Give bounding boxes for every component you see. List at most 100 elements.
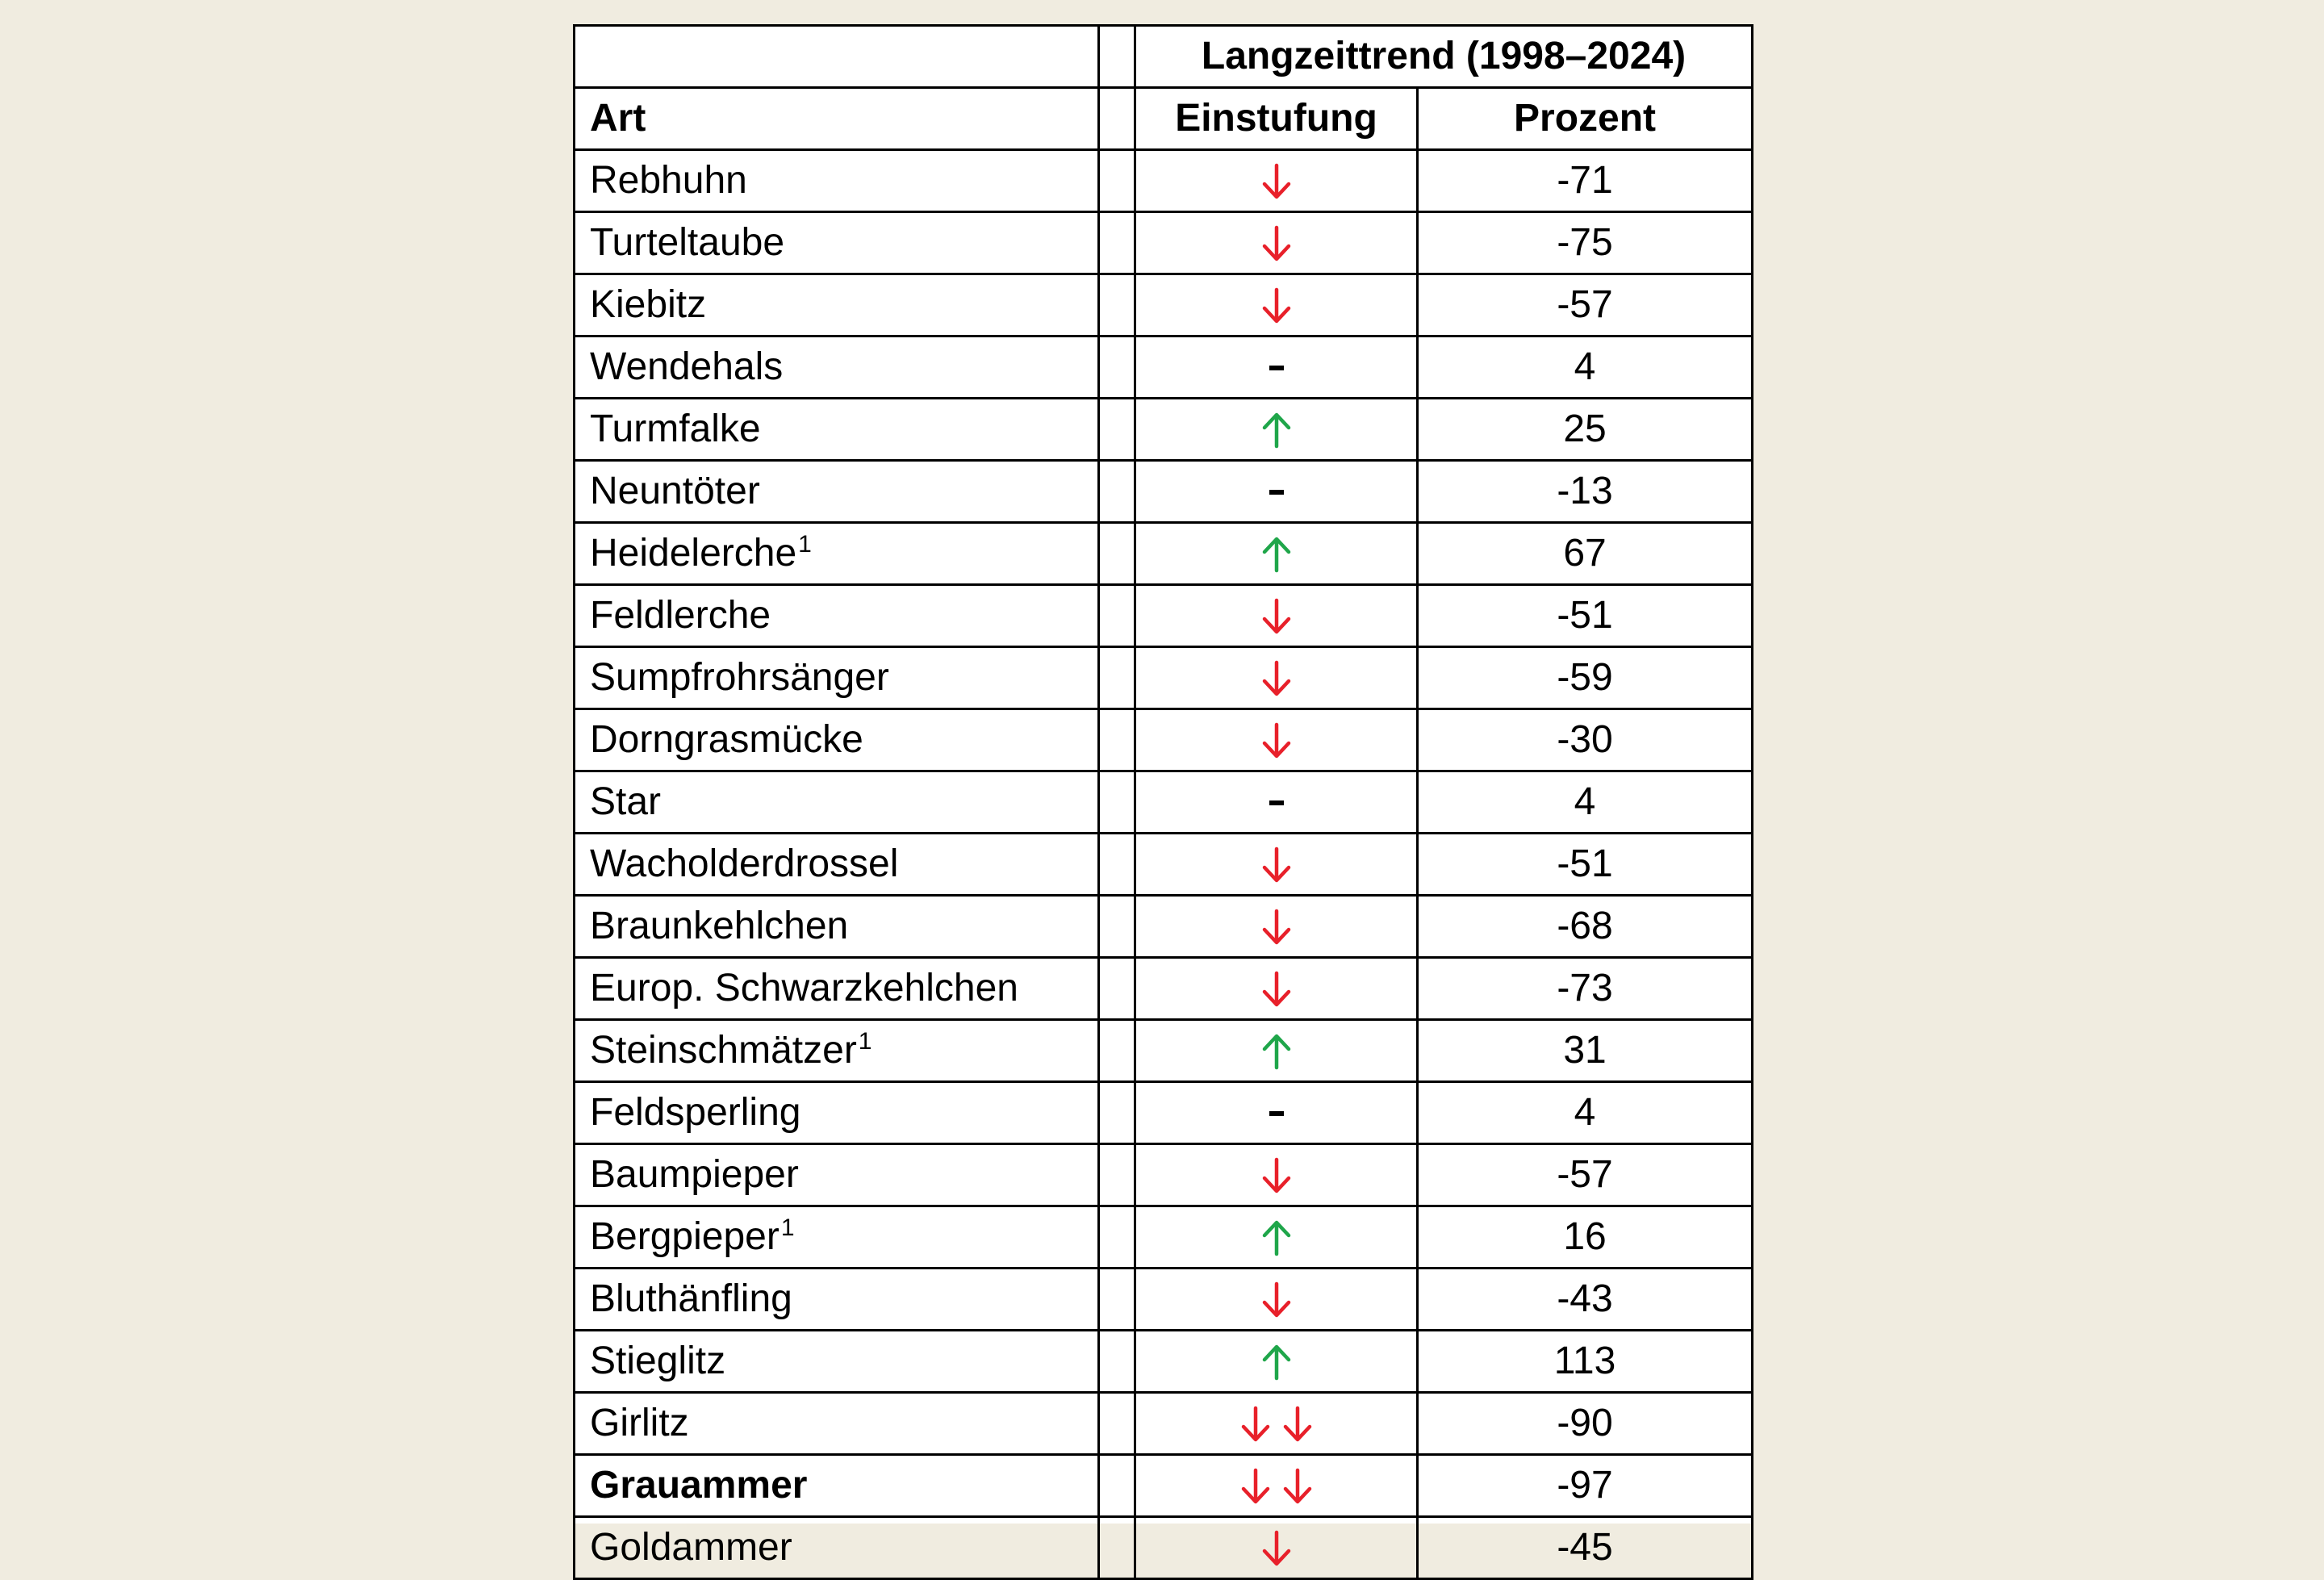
einstufung-cell bbox=[1134, 646, 1419, 710]
table-row: Braunkehlchen -68 bbox=[573, 894, 1754, 959]
species-name-cell: Steinschmätzer1 bbox=[573, 1018, 1100, 1083]
group-header-gap-cell bbox=[1097, 24, 1136, 89]
einstufung-cell bbox=[1134, 1453, 1419, 1518]
down-arrow-icon bbox=[1259, 1281, 1294, 1319]
einstufung-cell bbox=[1134, 397, 1419, 462]
species-name: Heidelerche bbox=[590, 532, 797, 575]
species-name-cell: Wendehals bbox=[573, 335, 1100, 399]
gap-cell bbox=[1097, 148, 1136, 213]
einstufung-cell bbox=[1134, 894, 1419, 959]
footnote-marker: 1 bbox=[798, 531, 812, 558]
table-row: Heidelerche1 67 bbox=[573, 521, 1754, 586]
column-header-einstufung: Einstufung bbox=[1134, 86, 1419, 151]
column-header-row: Art Einstufung Prozent bbox=[573, 86, 1754, 151]
species-trend-table-container: Langzeittrend (1998–2024) Art Einstufung… bbox=[573, 24, 1754, 1580]
up-arrow-icon bbox=[1259, 411, 1294, 449]
table-row: Feldsperling 4 bbox=[573, 1081, 1754, 1145]
species-name: Wendehals bbox=[590, 345, 784, 388]
dash-icon bbox=[1259, 1094, 1294, 1133]
species-name-cell: Girlitz bbox=[573, 1391, 1100, 1456]
einstufung-cell bbox=[1134, 956, 1419, 1021]
table-row: Feldlerche -51 bbox=[573, 583, 1754, 648]
einstufung-cell bbox=[1134, 1267, 1419, 1331]
table-row: Rebhuhn -71 bbox=[573, 148, 1754, 213]
double-down-arrow-icon bbox=[1236, 1405, 1317, 1444]
einstufung-cell bbox=[1134, 1143, 1419, 1207]
einstufung-cell bbox=[1134, 1515, 1419, 1580]
down-arrow-icon bbox=[1259, 970, 1294, 1009]
table-row: Star 4 bbox=[573, 770, 1754, 834]
prozent-cell: -51 bbox=[1415, 832, 1754, 897]
prozent-cell: -30 bbox=[1415, 708, 1754, 772]
species-name: Turmfalke bbox=[590, 408, 761, 450]
gap-cell bbox=[1097, 273, 1136, 337]
species-name-cell: Braunkehlchen bbox=[573, 894, 1100, 959]
species-name-cell: Dorngrasmücke bbox=[573, 708, 1100, 772]
footnote-marker: 1 bbox=[858, 1028, 872, 1055]
gap-cell bbox=[1097, 1081, 1136, 1145]
prozent-cell: -45 bbox=[1415, 1515, 1754, 1580]
down-arrow-icon bbox=[1259, 1156, 1294, 1195]
species-name-cell: Heidelerche1 bbox=[573, 521, 1100, 586]
einstufung-cell bbox=[1134, 459, 1419, 524]
up-arrow-icon bbox=[1259, 535, 1294, 574]
down-arrow-icon bbox=[1259, 597, 1294, 636]
down-arrow-icon bbox=[1259, 908, 1294, 947]
species-name-cell: Kiebitz bbox=[573, 273, 1100, 337]
group-header-row: Langzeittrend (1998–2024) bbox=[573, 24, 1754, 89]
species-name: Bergpieper bbox=[590, 1215, 780, 1258]
table-row: Bluthänfling -43 bbox=[573, 1267, 1754, 1331]
species-name-cell: Stieglitz bbox=[573, 1329, 1100, 1394]
species-name: Feldsperling bbox=[590, 1091, 801, 1134]
einstufung-cell bbox=[1134, 583, 1419, 648]
species-name-cell: Turmfalke bbox=[573, 397, 1100, 462]
prozent-cell: -73 bbox=[1415, 956, 1754, 1021]
species-name-cell: Sumpfrohrsänger bbox=[573, 646, 1100, 710]
table-row: Goldammer -45 bbox=[573, 1515, 1754, 1580]
gap-cell bbox=[1097, 646, 1136, 710]
table-row: Grauammer -97 bbox=[573, 1453, 1754, 1518]
species-name-cell: Bluthänfling bbox=[573, 1267, 1100, 1331]
down-arrow-icon bbox=[1259, 224, 1294, 263]
column-header-art: Art bbox=[573, 86, 1100, 151]
gap-cell bbox=[1097, 211, 1136, 275]
down-arrow-icon bbox=[1259, 721, 1294, 760]
column-header-prozent: Prozent bbox=[1415, 86, 1754, 151]
table-row: Europ. Schwarzkehlchen -73 bbox=[573, 956, 1754, 1021]
gap-cell bbox=[1097, 894, 1136, 959]
einstufung-cell bbox=[1134, 832, 1419, 897]
species-name: Girlitz bbox=[590, 1402, 689, 1444]
einstufung-cell bbox=[1134, 211, 1419, 275]
down-arrow-icon bbox=[1259, 659, 1294, 698]
column-header-gap bbox=[1097, 86, 1136, 151]
gap-cell bbox=[1097, 708, 1136, 772]
prozent-cell: -51 bbox=[1415, 583, 1754, 648]
prozent-cell: 4 bbox=[1415, 770, 1754, 834]
species-name: Wacholderdrossel bbox=[590, 842, 899, 885]
species-name: Neuntöter bbox=[590, 470, 760, 512]
species-name-cell: Rebhuhn bbox=[573, 148, 1100, 213]
species-name-cell: Wacholderdrossel bbox=[573, 832, 1100, 897]
species-name-cell: Europ. Schwarzkehlchen bbox=[573, 956, 1100, 1021]
prozent-cell: -57 bbox=[1415, 273, 1754, 337]
species-name-cell: Feldsperling bbox=[573, 1081, 1100, 1145]
table-body: Rebhuhn -71 Turteltaube -75 Kiebitz -57 Wendeh… bbox=[573, 148, 1754, 1580]
prozent-cell: -59 bbox=[1415, 646, 1754, 710]
table-row: Steinschmätzer1 31 bbox=[573, 1018, 1754, 1083]
gap-cell bbox=[1097, 397, 1136, 462]
gap-cell bbox=[1097, 459, 1136, 524]
species-name: Goldammer bbox=[590, 1526, 792, 1569]
species-name-cell: Star bbox=[573, 770, 1100, 834]
prozent-cell: -68 bbox=[1415, 894, 1754, 959]
gap-cell bbox=[1097, 1515, 1136, 1580]
gap-cell bbox=[1097, 1205, 1136, 1269]
table-row: Wendehals 4 bbox=[573, 335, 1754, 399]
species-name: Kiebitz bbox=[590, 283, 707, 326]
species-name: Dorngrasmücke bbox=[590, 718, 863, 761]
gap-cell bbox=[1097, 1453, 1136, 1518]
species-name: Baumpieper bbox=[590, 1153, 799, 1196]
gap-cell bbox=[1097, 583, 1136, 648]
footnote-marker: 1 bbox=[780, 1214, 795, 1241]
species-name: Star bbox=[590, 780, 662, 823]
up-arrow-icon bbox=[1259, 1218, 1294, 1257]
